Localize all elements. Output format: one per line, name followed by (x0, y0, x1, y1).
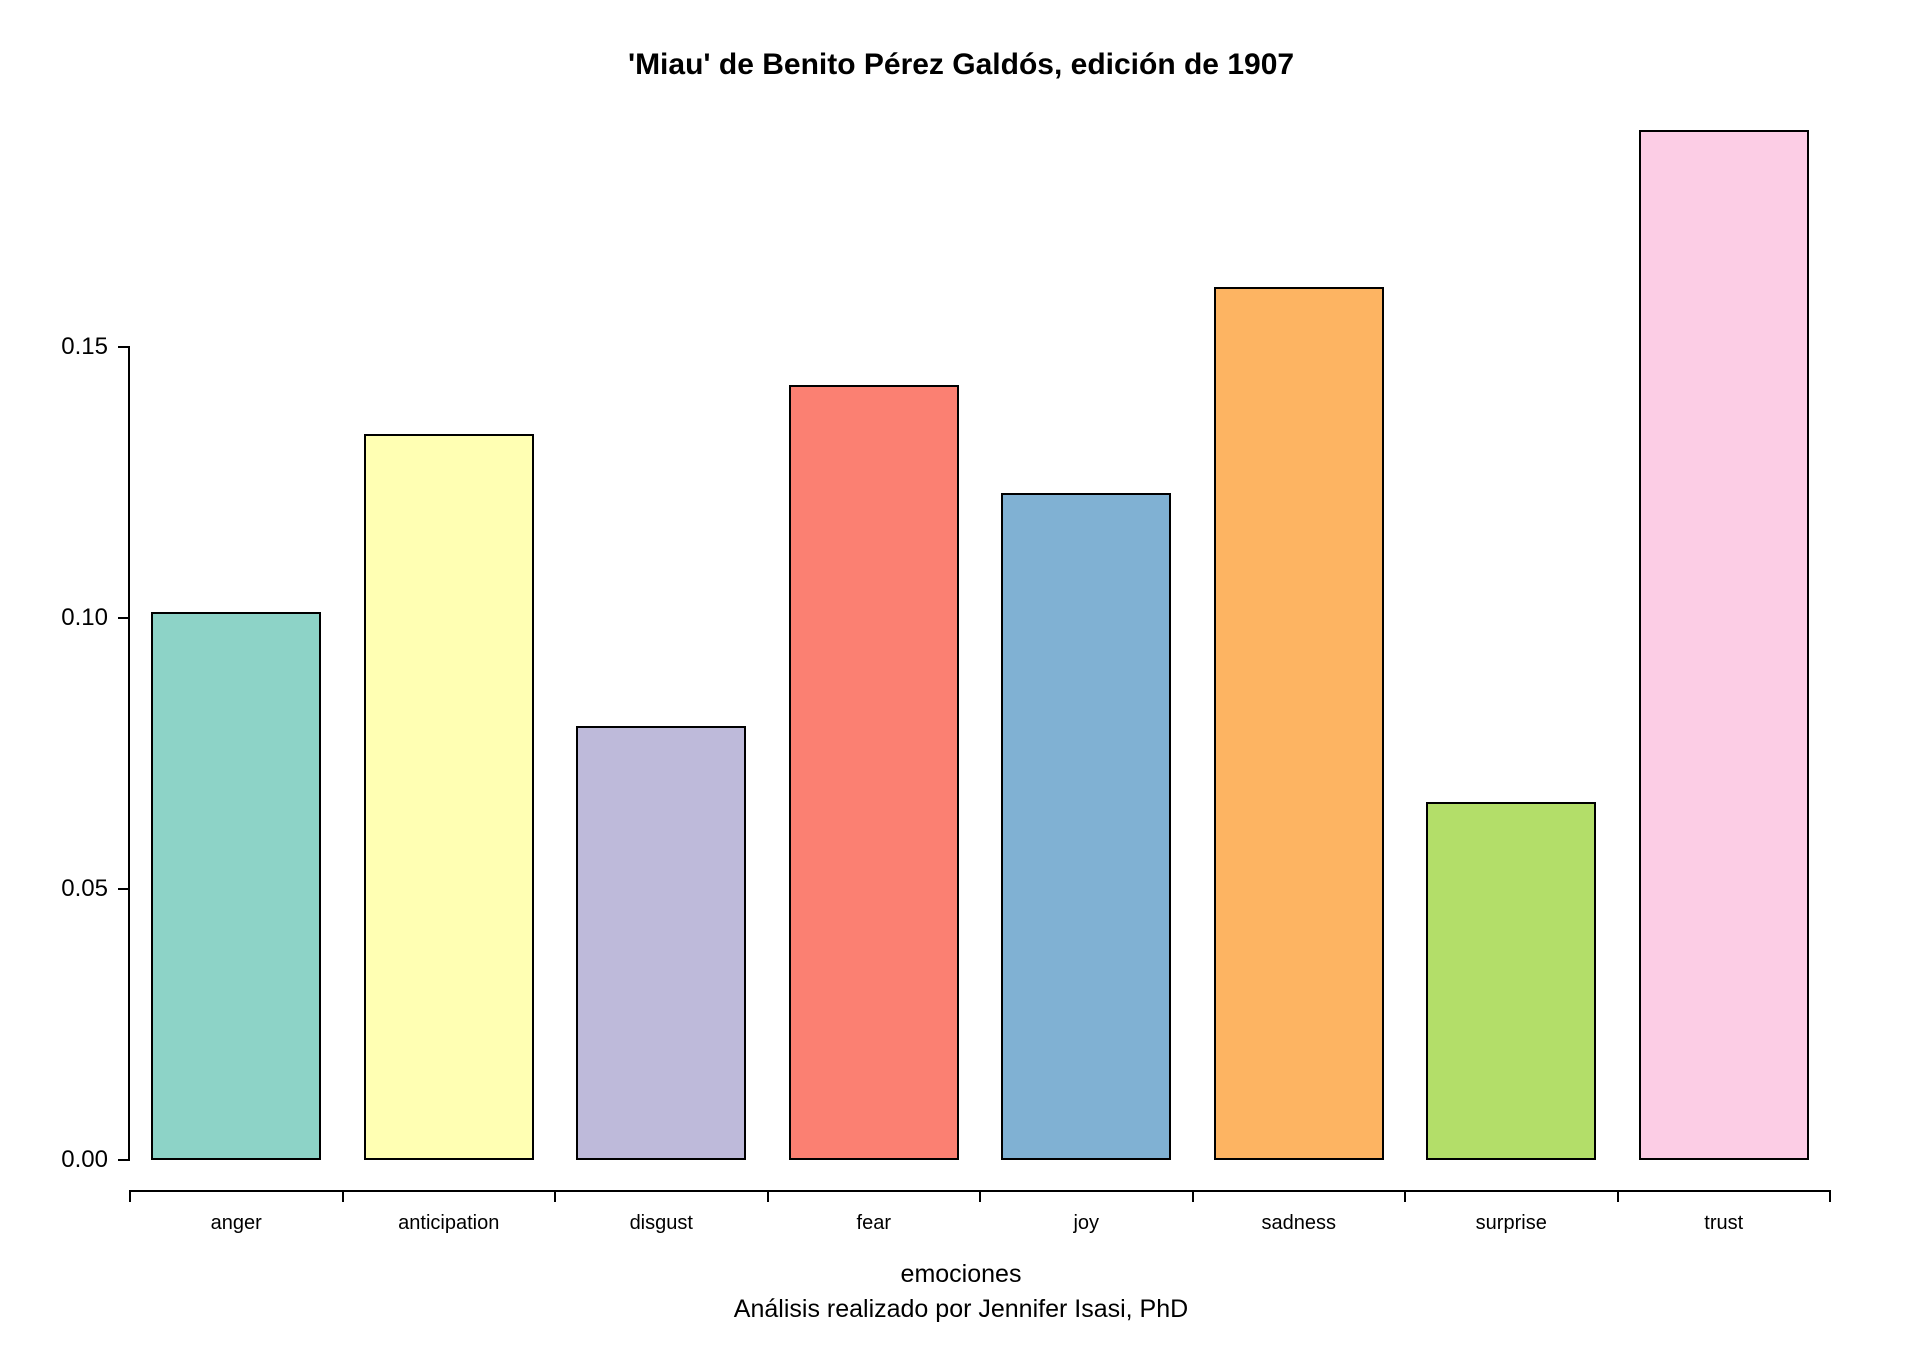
x-tick-label: trust (1704, 1212, 1743, 1235)
y-tick-label: 0.00 (61, 1146, 108, 1174)
bar (1426, 802, 1596, 1160)
chart-title: 'Miau' de Benito Pérez Galdós, edición d… (0, 48, 1922, 82)
y-axis-line (128, 347, 130, 1160)
y-tick-label: 0.15 (61, 333, 108, 361)
chart-subtitle: Análisis realizado por Jennifer Isasi, P… (0, 1295, 1922, 1324)
x-tick (129, 1190, 131, 1202)
x-tick-label: fear (857, 1212, 891, 1235)
x-tick-label: anticipation (398, 1212, 499, 1235)
x-tick (1617, 1190, 1619, 1202)
y-tick (118, 1159, 130, 1161)
chart-container: 'Miau' de Benito Pérez Galdós, edición d… (0, 0, 1922, 1354)
x-tick-label: disgust (630, 1212, 693, 1235)
x-tick (554, 1190, 556, 1202)
y-tick (118, 617, 130, 619)
x-tick-label: surprise (1476, 1212, 1547, 1235)
bar (576, 726, 746, 1160)
x-tick (1829, 1190, 1831, 1202)
x-tick (979, 1190, 981, 1202)
x-tick (767, 1190, 769, 1202)
x-tick-label: anger (211, 1212, 262, 1235)
bar (789, 385, 959, 1160)
y-tick-label: 0.10 (61, 604, 108, 632)
y-tick (118, 888, 130, 890)
x-axis-label: emociones (0, 1260, 1922, 1289)
x-tick (342, 1190, 344, 1202)
y-tick (118, 346, 130, 348)
bar (1214, 287, 1384, 1160)
y-tick-label: 0.05 (61, 875, 108, 903)
x-tick-label: joy (1073, 1212, 1099, 1235)
bar (364, 434, 534, 1160)
x-tick-label: sadness (1262, 1212, 1337, 1235)
x-tick (1404, 1190, 1406, 1202)
plot-area (130, 130, 1830, 1160)
bar (1639, 130, 1809, 1160)
bar (1001, 493, 1171, 1160)
x-tick (1192, 1190, 1194, 1202)
bar (151, 612, 321, 1160)
